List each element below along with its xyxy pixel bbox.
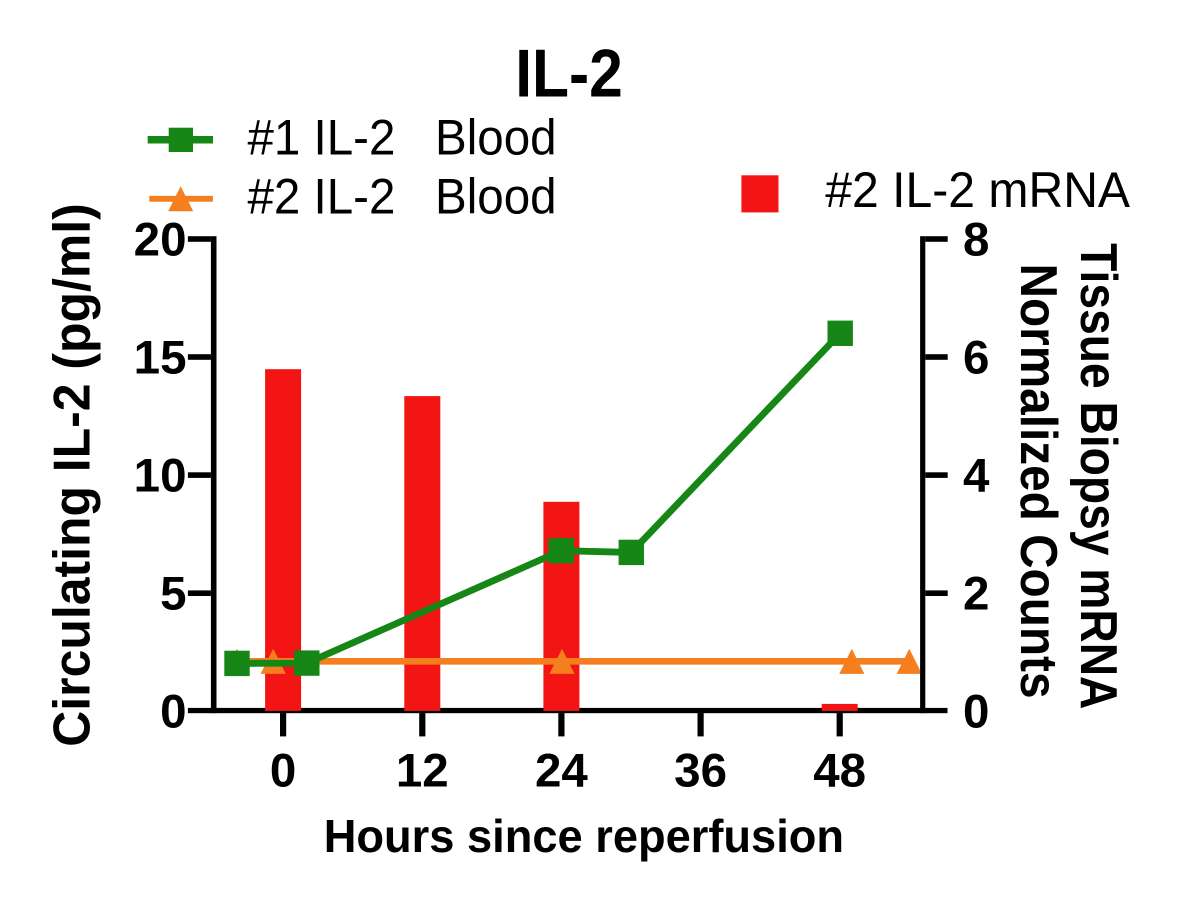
svg-text:Hours since reperfusion: Hours since reperfusion bbox=[324, 809, 844, 862]
svg-text:IL-2: IL-2 bbox=[515, 35, 623, 111]
svg-text:5: 5 bbox=[160, 568, 186, 621]
svg-text:0: 0 bbox=[270, 744, 296, 797]
svg-text:48: 48 bbox=[813, 744, 866, 797]
svg-text:15: 15 bbox=[134, 331, 187, 384]
svg-text:0: 0 bbox=[963, 686, 989, 739]
svg-text:4: 4 bbox=[963, 450, 990, 503]
svg-text:36: 36 bbox=[674, 744, 727, 797]
svg-text:#1 IL-2 Blood: #1 IL-2 Blood bbox=[248, 110, 557, 165]
svg-text:24: 24 bbox=[535, 744, 588, 797]
svg-text:8: 8 bbox=[963, 213, 989, 266]
svg-text:10: 10 bbox=[134, 450, 187, 503]
svg-text:#2 IL-2 mRNA: #2 IL-2 mRNA bbox=[825, 163, 1130, 218]
svg-text:Tissue Biopsy mRNA: Tissue Biopsy mRNA bbox=[1069, 243, 1127, 709]
svg-text:2: 2 bbox=[963, 568, 989, 621]
svg-text:6: 6 bbox=[963, 331, 989, 384]
svg-text:Normalized Counts: Normalized Counts bbox=[1009, 263, 1067, 698]
svg-text:20: 20 bbox=[134, 213, 187, 266]
svg-text:Circulating IL-2 (pg/ml): Circulating IL-2 (pg/ml) bbox=[42, 203, 100, 747]
svg-text:12: 12 bbox=[396, 744, 449, 797]
svg-text:0: 0 bbox=[160, 686, 186, 739]
svg-text:#2 IL-2 Blood: #2 IL-2 Blood bbox=[248, 169, 557, 224]
